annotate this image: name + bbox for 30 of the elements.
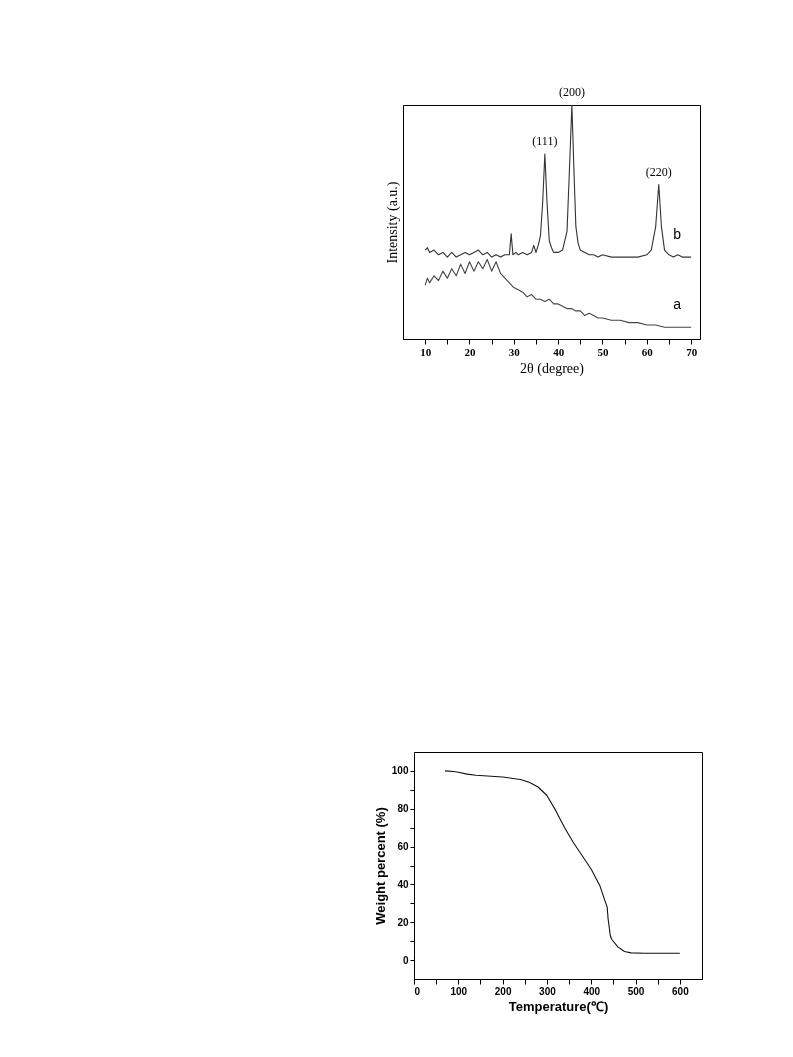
y-tick-label: 100 xyxy=(391,765,409,777)
line-series xyxy=(444,770,681,954)
x-tick-label: 0 xyxy=(414,985,421,997)
y-tick-label: 80 xyxy=(397,803,409,815)
x-tick-label: 20 xyxy=(464,345,476,358)
y-tick-label: 40 xyxy=(397,878,409,890)
y-tick-label: 20 xyxy=(397,916,409,928)
x-tick-label: 10 xyxy=(420,345,432,358)
x-tick-label: 400 xyxy=(583,985,601,997)
x-tick-label: 500 xyxy=(627,985,645,997)
x-axis-title: Temperature(℃) xyxy=(508,998,609,1014)
x-tick-label: 60 xyxy=(641,345,654,358)
y-axis-title: Weight percent (%) xyxy=(372,807,388,925)
x-tick-label: 50 xyxy=(597,345,609,358)
series-label: b xyxy=(673,226,682,243)
y-tick-label: 0 xyxy=(402,954,409,966)
x-tick-label: 70 xyxy=(686,345,698,358)
x-tick-label: 40 xyxy=(553,345,565,358)
annotation: (200) xyxy=(558,85,585,99)
x-tick-label: 600 xyxy=(672,985,690,997)
x-tick-label: 30 xyxy=(508,345,521,358)
x-tick-label: 200 xyxy=(494,985,512,997)
annotation: (111) xyxy=(532,134,558,149)
series-label: a xyxy=(673,296,682,313)
x-tick-label: 300 xyxy=(539,985,557,997)
x-axis-title: 2θ (degree) xyxy=(520,360,585,377)
annotation: (220) xyxy=(645,164,672,179)
y-axis-title: Intensity (a.u.) xyxy=(384,181,401,264)
x-tick-label: 100 xyxy=(450,985,468,997)
y-tick-label: 60 xyxy=(397,841,409,853)
